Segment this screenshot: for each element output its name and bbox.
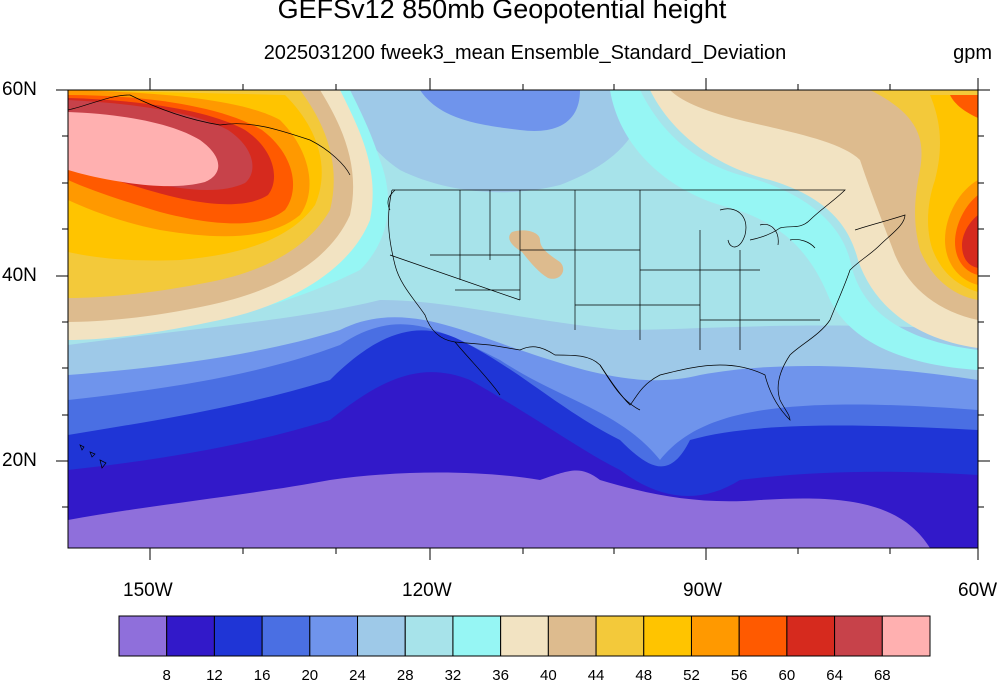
canada-coast <box>68 94 396 211</box>
colorbar-swatch <box>118 615 168 657</box>
units-label: gpm <box>953 42 992 64</box>
colorbar-swatch <box>738 615 788 657</box>
colorbar-swatch <box>500 615 549 657</box>
lon-label-90w: 90W <box>683 580 723 601</box>
band-44-east <box>670 90 978 320</box>
colorbar-tick-label: 28 <box>396 667 414 684</box>
band-68-west <box>68 112 219 187</box>
colorbar-tick-label: 40 <box>540 667 557 684</box>
mexico-coast <box>454 341 641 411</box>
colorbar-tick-label: 32 <box>444 667 462 684</box>
lat-label-20n: 20N <box>2 450 37 471</box>
colorbar-swatch <box>309 615 359 657</box>
band-36-east <box>610 90 978 370</box>
colorbar-tick-label: 68 <box>873 667 891 684</box>
colorbar-tick-label: 36 <box>492 667 509 684</box>
colorbar-swatch <box>786 615 836 657</box>
colorbar-tick-label: 48 <box>635 667 653 684</box>
colorbar-tick-label: 56 <box>730 667 748 684</box>
lat-label-60n: 60N <box>2 79 37 100</box>
lon-label-60w: 60W <box>958 580 998 601</box>
colorbar-swatch <box>404 615 454 657</box>
colorbar <box>118 615 931 657</box>
colorbar-tick-label: 12 <box>206 667 223 684</box>
lat-label-40n: 40N <box>2 265 37 286</box>
colorbar-tick-label: 64 <box>826 667 843 684</box>
colorbar-swatch <box>690 615 740 657</box>
contour-field <box>68 90 978 548</box>
lon-label-120w: 120W <box>402 580 452 601</box>
colorbar-swatch <box>643 615 692 657</box>
colorbar-tick-label: 52 <box>683 667 700 684</box>
colorbar-tick-label: 8 <box>162 667 171 684</box>
colorbar-swatch <box>547 615 597 657</box>
colorbar-tick-label: 60 <box>778 667 796 684</box>
great-lakes <box>719 208 816 249</box>
hawaii <box>79 444 107 469</box>
colorbar-swatch <box>834 615 883 657</box>
colorbar-swatch <box>595 615 645 657</box>
state-lines <box>389 190 820 350</box>
colorbar-swatch <box>357 615 406 657</box>
colorbar-tick-label: 16 <box>253 667 271 684</box>
band-8 <box>68 470 930 548</box>
us-border <box>388 189 906 421</box>
country-boundaries <box>68 94 906 469</box>
colorbar-tick-label: 24 <box>349 667 366 684</box>
colorbar-swatch <box>881 615 931 657</box>
chart-subtitle: 2025031200 fweek3_mean Ensemble_Standard… <box>263 42 787 64</box>
lon-label-150w: 150W <box>123 580 173 601</box>
band-64-east <box>962 215 978 268</box>
colorbar-tick-label: 44 <box>587 667 605 684</box>
colorbar-swatch <box>166 615 215 657</box>
axis-ticks <box>56 78 990 560</box>
colorbar-swatch <box>452 615 502 657</box>
band-40-rockies <box>509 230 564 279</box>
band-24-north <box>420 90 580 131</box>
colorbar-swatch <box>261 615 311 657</box>
colorbar-tick-label: 20 <box>301 667 319 684</box>
band-56-east-top <box>950 95 978 118</box>
chart-title: GEFSv12 850mb Geopotential height <box>277 0 727 24</box>
colorbar-swatch <box>213 615 263 657</box>
